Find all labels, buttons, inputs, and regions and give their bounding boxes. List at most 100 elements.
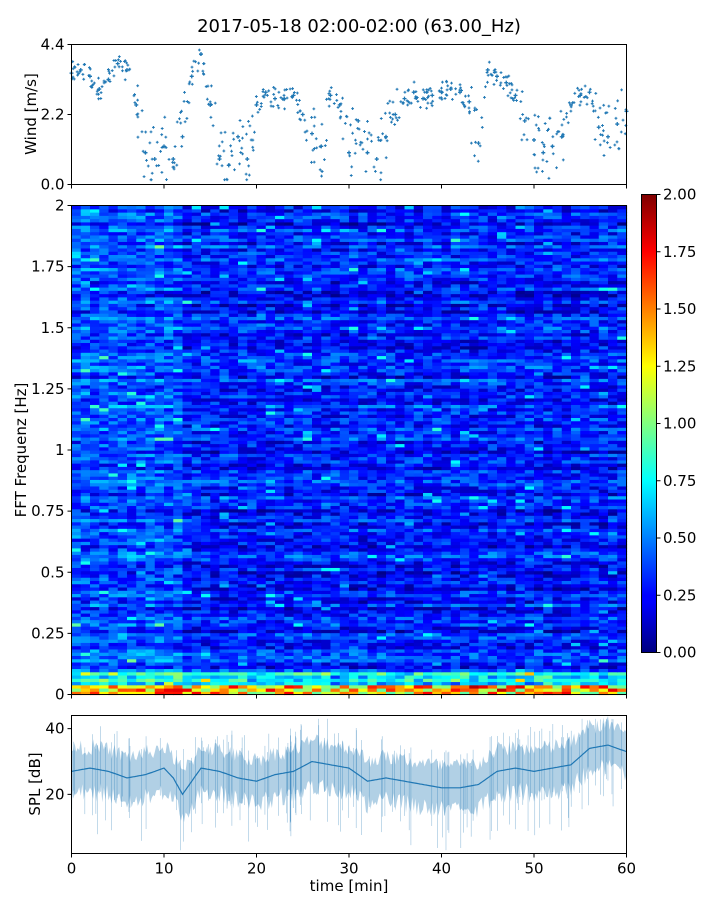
spectrogram-cell (339, 665, 350, 670)
spectrogram-cell (108, 645, 119, 650)
spectrogram-cell (201, 635, 211, 640)
wind-point-cluster (365, 151, 369, 155)
wind-point-cluster (312, 107, 316, 111)
spectrogram-cell (238, 652, 248, 656)
wind-point-cluster (487, 60, 491, 64)
wind-point-cluster (140, 109, 144, 113)
spectrogram-cell (395, 684, 406, 689)
spectrogram-cell (247, 655, 258, 660)
spectrogram-cell (589, 665, 600, 670)
wind-point (411, 90, 416, 95)
wind-point-cluster (320, 122, 324, 126)
spectrogram-cell (404, 635, 415, 640)
spectrogram-cell (432, 665, 443, 670)
spectrogram-cell (617, 668, 628, 673)
spectrogram-cell (182, 655, 193, 660)
spectrogram-cell (441, 655, 452, 660)
spectrogram-cell (386, 674, 396, 679)
spectrogram-cell (367, 684, 378, 689)
spectrogram-cell (321, 691, 332, 696)
spectrogram-cell (395, 629, 406, 634)
spectrogram-cell (117, 665, 128, 670)
spectrogram-cell (136, 635, 147, 640)
spectrogram-cell (154, 668, 165, 673)
wind-point-cluster (71, 75, 75, 79)
wind-point-cluster (476, 159, 480, 163)
spectrogram-cell (145, 652, 156, 656)
spectrogram-cell (598, 668, 609, 673)
spectrogram-cell (598, 665, 609, 670)
wind-point-cluster (370, 139, 373, 143)
spectrogram-cell (349, 661, 359, 666)
wind-point-cluster (519, 100, 523, 103)
spectrogram-cell (497, 691, 507, 696)
spectrogram-cell (312, 655, 322, 660)
spectrogram-cell (154, 678, 165, 683)
spectrogram-cell (228, 629, 239, 634)
spectrogram-cell (515, 684, 526, 689)
spectrogram-cell (312, 622, 322, 627)
spectrogram-cell (515, 645, 526, 650)
spectrogram-cell (173, 652, 184, 656)
spectrogram-cell (256, 661, 267, 666)
spectrogram-cell (145, 691, 156, 696)
spectrogram-cell (469, 639, 480, 643)
spectrogram-cell (71, 671, 82, 676)
spectrogram-cell (506, 639, 517, 643)
spectrogram-cell (376, 632, 387, 637)
spectrogram-cell (312, 648, 322, 653)
spectrogram-cell (127, 648, 137, 653)
spectrogram-cell (117, 648, 128, 653)
spectrogram-cell (469, 635, 480, 640)
spectrogram-cell (275, 652, 285, 656)
spectrogram-cell (413, 668, 424, 673)
spectrogram-cell (330, 691, 341, 696)
spectrogram-cell (358, 639, 369, 643)
spectrogram-cell (312, 632, 322, 637)
spectrogram-cell (145, 668, 156, 673)
spectrogram-cell (312, 668, 322, 673)
spectrogram-cell (108, 681, 119, 686)
spectrogram-cell (478, 655, 489, 660)
wind-point-cluster (327, 97, 331, 101)
spectrogram-cell (497, 639, 507, 643)
spectrogram-cell (108, 665, 119, 670)
wind-point-cluster (561, 135, 565, 138)
spectrogram-cell (450, 645, 461, 650)
wind-point-cluster (315, 146, 319, 150)
spectrogram-cell (395, 635, 406, 640)
spectrogram-cell (608, 642, 618, 647)
wind-point-cluster (210, 84, 213, 88)
spectrogram-cell (293, 639, 304, 643)
spectrogram-cell (330, 665, 341, 670)
wind-point-cluster (73, 65, 76, 69)
spectrogram-cell (478, 622, 489, 627)
wind-point-cluster (444, 93, 448, 96)
spectrogram-cell (210, 619, 221, 624)
spectrogram-cell (506, 668, 517, 673)
spectrogram-cell (228, 639, 239, 643)
spectrogram-cell (191, 687, 202, 692)
spectrogram-cell (71, 668, 82, 673)
wind-point-cluster (335, 99, 339, 102)
spectrogram-cell (99, 655, 110, 660)
spectrogram-cell (247, 622, 258, 627)
spectrogram-cell (154, 642, 165, 647)
spectrogram-cell (71, 639, 82, 643)
spectrogram-cell (450, 661, 461, 666)
spectrogram-cell (552, 668, 563, 673)
spectrogram-cell (515, 655, 526, 660)
spectrogram-cell (99, 648, 110, 653)
wind-point-cluster (89, 85, 93, 88)
spectrogram-cell (386, 626, 396, 630)
spectrogram-cell (598, 639, 609, 643)
spectrogram-cell (182, 658, 193, 663)
spectrogram-cell (164, 619, 174, 624)
spectrogram-cell (376, 668, 387, 673)
spectrogram-cell (136, 658, 147, 663)
spectrogram-cell (497, 652, 507, 656)
wind-point-cluster (505, 84, 509, 87)
spectrogram-cell (469, 668, 480, 673)
wind-x-ticks (71, 184, 627, 189)
wind-point-cluster (430, 104, 434, 108)
